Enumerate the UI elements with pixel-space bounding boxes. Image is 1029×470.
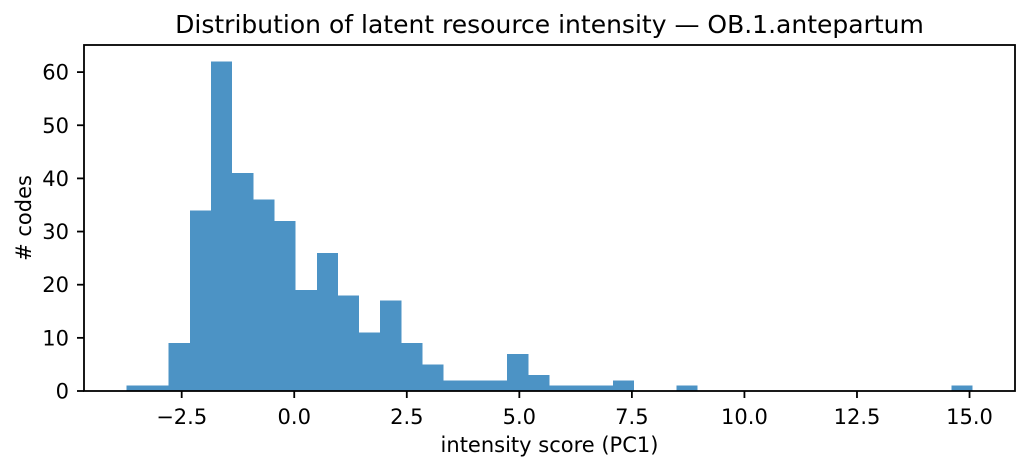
histogram-bar (253, 199, 275, 391)
histogram-bar (189, 210, 211, 391)
x-axis-label: intensity score (PC1) (441, 433, 659, 457)
histogram-bar (507, 353, 529, 391)
x-tick-label: 12.5 (834, 405, 881, 429)
y-axis-ticks-group: 0 10 20 30 40 50 60 (42, 61, 84, 404)
y-tick-label: 0 (56, 380, 69, 404)
x-tick-label: 7.5 (615, 405, 648, 429)
histogram-bar (486, 380, 508, 391)
histogram-bar (528, 375, 550, 391)
y-tick-label: 20 (42, 273, 69, 297)
histogram-bar (232, 173, 254, 391)
y-tick-label: 40 (42, 167, 69, 191)
y-tick-label: 60 (42, 61, 69, 85)
y-tick-label: 30 (42, 220, 69, 244)
y-tick-label: 10 (42, 326, 69, 350)
x-tick-label: 15.0 (946, 405, 993, 429)
y-axis-label: # codes (12, 175, 36, 261)
x-tick-label: −2.5 (156, 405, 207, 429)
histogram-bar (443, 380, 465, 391)
histogram-bar (337, 295, 360, 391)
plot-frame (83, 44, 1016, 392)
histogram-bar (951, 385, 973, 391)
histogram-bar (401, 343, 423, 391)
x-tick-label: 2.5 (390, 405, 423, 429)
chart-title: Distribution of latent resource intensit… (175, 10, 924, 39)
histogram-bar (126, 385, 148, 391)
x-tick-label: 5.0 (503, 405, 536, 429)
histogram-bar (676, 385, 698, 391)
x-tick-label: 0.0 (278, 405, 311, 429)
y-tick-label: 50 (42, 114, 69, 138)
histogram-bar (612, 380, 635, 391)
histogram-bar (549, 385, 571, 391)
histogram-bar (380, 300, 402, 391)
histogram-bar (359, 332, 381, 391)
histogram-bars-group (126, 61, 973, 391)
histogram-bar (168, 343, 190, 391)
x-axis-ticks-group: −2.5 0.0 2.5 5.0 7.5 10.0 12.5 15.0 (156, 391, 993, 429)
histogram-bar (274, 220, 296, 391)
x-tick-label: 10.0 (721, 405, 768, 429)
histogram-bar (316, 252, 338, 391)
histogram-bar (422, 364, 444, 391)
histogram-bar (210, 61, 233, 391)
histogram-bar (464, 380, 487, 391)
histogram-bar (295, 290, 317, 391)
histogram-bar (147, 385, 169, 391)
histogram-bar (591, 385, 613, 391)
histogram-bar (570, 385, 592, 391)
